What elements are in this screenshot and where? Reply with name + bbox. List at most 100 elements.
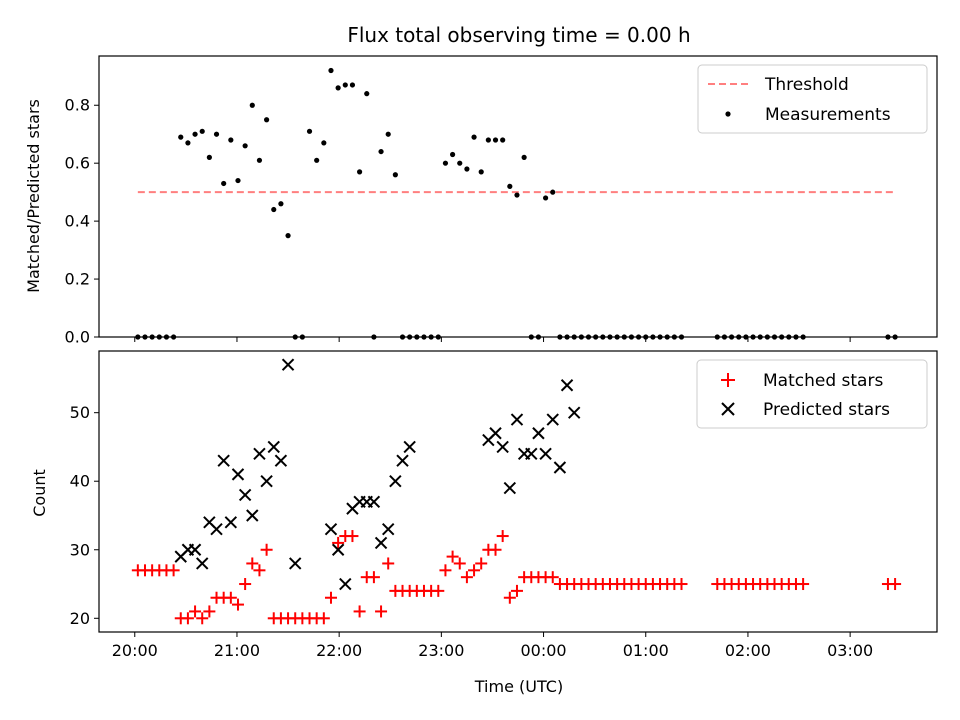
predicted-stars-point	[253, 447, 266, 461]
predicted-stars-point	[224, 516, 238, 529]
matched-stars-point	[203, 605, 216, 618]
matched-stars-point	[460, 571, 473, 584]
predicted-stars-point	[231, 468, 245, 481]
x-tick-label: 02:00	[725, 641, 771, 660]
measurement-point	[364, 91, 370, 97]
measurement-point	[378, 148, 384, 155]
matched-stars-point	[332, 536, 345, 549]
y-tick-label: 0.8	[65, 96, 90, 115]
measurement-point	[521, 154, 527, 160]
predicted-stars-point	[510, 413, 524, 426]
predicted-stars-point	[217, 454, 230, 467]
matched-stars-point	[375, 605, 388, 618]
legend-threshold-label: Threshold	[764, 75, 849, 95]
measurement-point	[256, 157, 263, 163]
x-tick-label: 23:00	[418, 641, 464, 660]
predicted-stars-point	[188, 543, 202, 556]
y-tick-label: 0.0	[65, 328, 90, 347]
measurement-point	[199, 128, 205, 134]
legend-measurements-swatch	[725, 111, 731, 117]
matched-stars-point	[382, 557, 395, 570]
legend-predicted-label: Predicted stars	[763, 400, 890, 420]
matched-stars-point	[675, 578, 688, 591]
measurement-point	[278, 201, 284, 207]
top-y-ticks: 0.0 0.2 0.4 0.6 0.8	[65, 96, 99, 347]
measurement-point	[514, 192, 520, 198]
y-tick-label: 0.2	[65, 270, 90, 289]
matched-stars-point	[317, 612, 330, 625]
bottom-legend-box	[696, 359, 928, 429]
predicted-stars-point	[568, 406, 581, 419]
top-y-axis-label: Matched/Predicted stars	[24, 99, 43, 293]
matched-stars-point	[181, 612, 194, 625]
measurement-point	[264, 117, 270, 123]
matched-stars-point	[489, 543, 502, 556]
measurement-point	[249, 102, 255, 108]
bottom-legend: Matched stars Predicted stars	[696, 359, 928, 429]
matched-stars-point	[246, 557, 259, 570]
matched-stars-point	[468, 564, 481, 577]
predicted-stars-point	[382, 522, 395, 536]
measurement-point	[485, 137, 491, 143]
top-panel: 0.00.20.40.60.8 Matched/Predicted stars …	[24, 55, 938, 347]
matched-stars-point	[546, 571, 559, 584]
y-tick-label: 30	[70, 540, 90, 559]
chart-title: Flux total observing time = 0.00 h	[347, 23, 690, 47]
bottom-plot-marks	[131, 358, 902, 625]
top-x-ticks	[134, 337, 851, 342]
bottom-plot-frame	[98, 350, 938, 633]
measurement-point	[342, 82, 348, 88]
measurement-point	[206, 154, 212, 160]
measurement-point	[192, 131, 198, 137]
y-tick-label: 0.4	[65, 212, 90, 231]
predicted-stars-point	[396, 454, 409, 467]
predicted-stars-point	[374, 536, 388, 550]
matched-stars-point	[346, 530, 359, 543]
matched-stars-point	[196, 612, 209, 625]
predicted-stars-point	[339, 577, 352, 591]
measurement-point	[228, 137, 234, 143]
x-tick-label: 00:00	[520, 641, 566, 660]
measurement-point	[335, 85, 341, 91]
matched-stars-point	[367, 571, 380, 584]
matched-stars-point	[475, 557, 488, 570]
predicted-stars-point	[532, 427, 545, 440]
predicted-stars-point	[553, 461, 567, 474]
x-tick-label: 21:00	[214, 641, 260, 660]
predicted-stars-point	[496, 440, 509, 454]
measurement-point	[500, 137, 506, 143]
predicted-stars-point	[489, 427, 502, 440]
matched-stars-point	[167, 564, 180, 577]
measurement-point	[328, 67, 334, 74]
measurement-point	[507, 183, 513, 189]
measurement-point	[550, 189, 556, 195]
y-tick-label: 40	[70, 472, 90, 491]
matched-stars-point	[503, 591, 516, 604]
predicted-stars-point	[367, 495, 381, 508]
matched-stars-point	[189, 605, 202, 618]
measurement-point	[385, 131, 391, 137]
predicted-stars-point	[331, 543, 345, 556]
predicted-stars-point	[539, 447, 552, 461]
predicted-stars-point	[403, 440, 416, 454]
measurement-point	[178, 134, 184, 140]
bottom-panel: 20 30 40 50 20:00 21:00 22:00 23:00 00:00 01:00 0…	[30, 350, 938, 696]
x-tick-label: 20:00	[112, 641, 158, 660]
matched-stars-point	[889, 578, 902, 591]
top-plot-frame	[98, 55, 938, 338]
predicted-stars-point	[560, 379, 574, 392]
y-tick-label: 0.6	[65, 154, 90, 173]
measurement-point	[349, 82, 356, 88]
legend-matched-label: Matched stars	[763, 371, 883, 391]
bottom-y-axis-label: Count	[30, 469, 49, 517]
predicted-stars-point	[281, 358, 295, 371]
matched-stars-point	[446, 550, 459, 563]
legend-predicted-swatch	[721, 402, 735, 416]
legend-measurements-label: Measurements	[765, 105, 891, 125]
matched-stars-point	[432, 584, 445, 597]
measurement-point	[392, 172, 398, 178]
matched-stars-point	[324, 591, 337, 604]
predicted-stars-point	[546, 413, 559, 426]
x-tick-label: 01:00	[623, 641, 669, 660]
matched-stars-point	[231, 598, 244, 611]
